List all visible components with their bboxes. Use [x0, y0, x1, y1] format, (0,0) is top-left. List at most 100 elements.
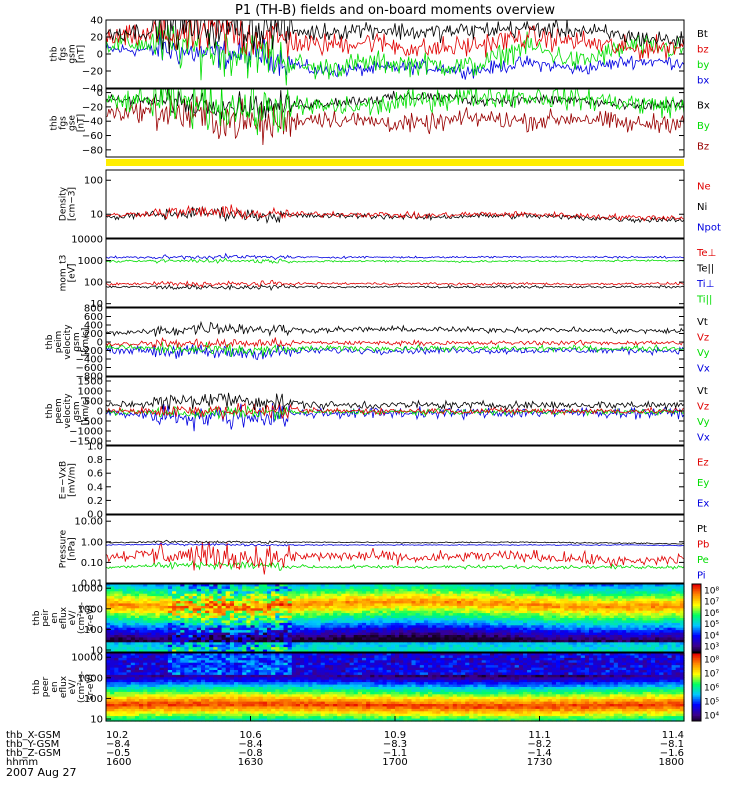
legend-entry: Vx: [697, 363, 710, 374]
series-line-peim-velocity-3: [106, 320, 684, 337]
legend-entry: Vz: [697, 401, 709, 412]
legend-entry: Ti||: [696, 294, 712, 305]
x-axis-value: −1.1: [383, 748, 407, 759]
panel-fgs-gse: 0 −20 −40 −60 −80 thb fgs gse [nT] Bx By Bz: [50, 88, 710, 158]
panel-peir-spectrogram: 10000 1000 100 10 thb peir en eflux eV/(cm²-s-sr…: [32, 583, 719, 657]
panel-peer-spectrogram: 10000 1000 100 10 thb peer en eflux eV/(cm²-s-sr…: [32, 652, 719, 726]
y-axis-label: [cm−3]: [68, 187, 78, 221]
y-axis-label: eflux: [59, 606, 69, 629]
panel-frame: [105, 445, 685, 515]
y-axis-label: Pressure: [59, 529, 69, 568]
y-axis-label: eflux: [59, 675, 69, 698]
x-axis-value: −8.4: [238, 739, 262, 750]
series-line-pressure-0: [106, 559, 684, 571]
y-tick-label: 10000: [71, 584, 103, 595]
series-line-peim-velocity-2: [106, 337, 684, 349]
legend-entry: Bx: [697, 100, 710, 111]
y-tick-label: 10000: [71, 235, 103, 246]
series-line-fgs-gse-1: [106, 89, 684, 119]
y-axis-label: [nT]: [77, 45, 87, 63]
y-tick-label: 10: [90, 299, 103, 310]
legend-entry: Vy: [697, 417, 710, 428]
legend-entry: Vt: [697, 317, 708, 328]
panel-frame: [105, 169, 685, 239]
y-tick-label: 1.0: [87, 442, 103, 453]
colorbar-tick-label: 10⁷: [704, 670, 719, 680]
colorbar-tick-label: 10⁴: [704, 712, 719, 722]
y-axis-label: (cm²-s-: [77, 671, 87, 703]
colorbar-tick-label: 10⁷: [704, 598, 719, 608]
y-tick-label: 0: [97, 407, 103, 418]
y-axis-label: thb: [50, 115, 60, 130]
series-line-peim-velocity-0: [106, 344, 684, 361]
series-line-fgs-gsm-2: [106, 20, 684, 61]
series-line-fgs-gsm-0: [106, 33, 684, 80]
y-tick-label: 0.0: [87, 510, 103, 521]
legend-entry: Vy: [697, 348, 710, 359]
series-line-temperature-3: [106, 252, 684, 261]
y-axis-label: [eV]: [68, 264, 78, 283]
y-tick-label: −20: [82, 102, 103, 113]
legend-entry: by: [697, 60, 709, 71]
x-axis-value: −8.3: [383, 739, 407, 750]
panel-frame: [105, 238, 685, 308]
x-axis-value: −8.4: [106, 739, 130, 750]
spectrogram-frame: [105, 583, 685, 653]
x-axis-row-label: hhmm: [6, 757, 38, 768]
y-axis-label: Density: [59, 186, 69, 221]
y-axis-label: gsm: [72, 332, 82, 351]
y-tick-label: 1.00: [81, 537, 103, 548]
y-tick-label: −40: [82, 117, 103, 128]
y-axis-label: peer: [41, 676, 51, 697]
colorbar-tick-label: 10⁶: [704, 684, 719, 694]
y-tick-label: 400: [84, 321, 103, 332]
y-tick-label: 0: [97, 338, 103, 349]
x-axis-value: 1800: [659, 757, 684, 768]
colorbar-tick-label: 10⁵: [704, 698, 719, 708]
y-axis-label: fgs: [59, 47, 69, 61]
y-tick-label: 600: [84, 312, 103, 323]
series-line-pressure-1: [106, 540, 684, 575]
series-line-temperature-0: [106, 283, 684, 292]
series-line-fgs-gse-0: [106, 95, 684, 146]
colorbar-tick-label: 10⁴: [704, 631, 719, 641]
panel-efield: 1.0 0.8 0.6 0.4 0.2 0.0 E=−VxB [mV/m] Ez Ey Ex: [59, 442, 710, 521]
legend-entry: Vt: [697, 386, 708, 397]
x-axis-value: −8.2: [527, 739, 551, 750]
series-line-pressure-2: [106, 542, 684, 547]
panel-frame: [105, 514, 685, 584]
panel-fgs-gsm: 40 20 0 −20 −40 thb fgs gsm [nT] Bt bz by bx: [50, 16, 710, 95]
y-tick-label: −600: [76, 363, 103, 374]
legend-entry: Te||: [696, 263, 714, 274]
series-line-fgs-gsm-3: [106, 20, 684, 55]
y-axis-label: gse: [68, 115, 78, 131]
y-axis-label: gsm: [72, 401, 82, 420]
x-axis-value: −1.4: [527, 748, 551, 759]
y-tick-label: 10: [90, 646, 103, 657]
y-axis-label: [km/s]: [81, 328, 91, 357]
y-axis-label: peim: [54, 331, 64, 354]
y-tick-label: 0.8: [87, 455, 103, 466]
legend-entry: Te⊥: [696, 248, 716, 259]
legend-entry: Vx: [697, 432, 710, 443]
legend-entry: Bt: [697, 29, 708, 40]
y-axis-label: [km/s]: [81, 397, 91, 426]
y-tick-label: 0: [97, 50, 103, 61]
legend-entry: bx: [697, 75, 709, 86]
y-tick-label: 10.00: [74, 517, 103, 528]
legend-entry: Ez: [697, 457, 709, 468]
colorbar-tick-label: 10⁶: [704, 609, 719, 619]
legend-entry: Ni: [697, 202, 707, 213]
legend-entry: Ex: [697, 499, 709, 510]
x-axis-row-label: thb_X-GSM: [6, 730, 61, 741]
y-axis-label: [mV/m]: [68, 463, 78, 497]
colorbar: [691, 652, 702, 722]
colorbar-tick-label: 10³: [704, 643, 719, 653]
y-axis-label: thb: [45, 403, 55, 418]
legend-entry: Ey: [697, 478, 709, 489]
y-tick-label: 100: [84, 625, 103, 636]
legend-entry: Pi: [697, 570, 706, 581]
